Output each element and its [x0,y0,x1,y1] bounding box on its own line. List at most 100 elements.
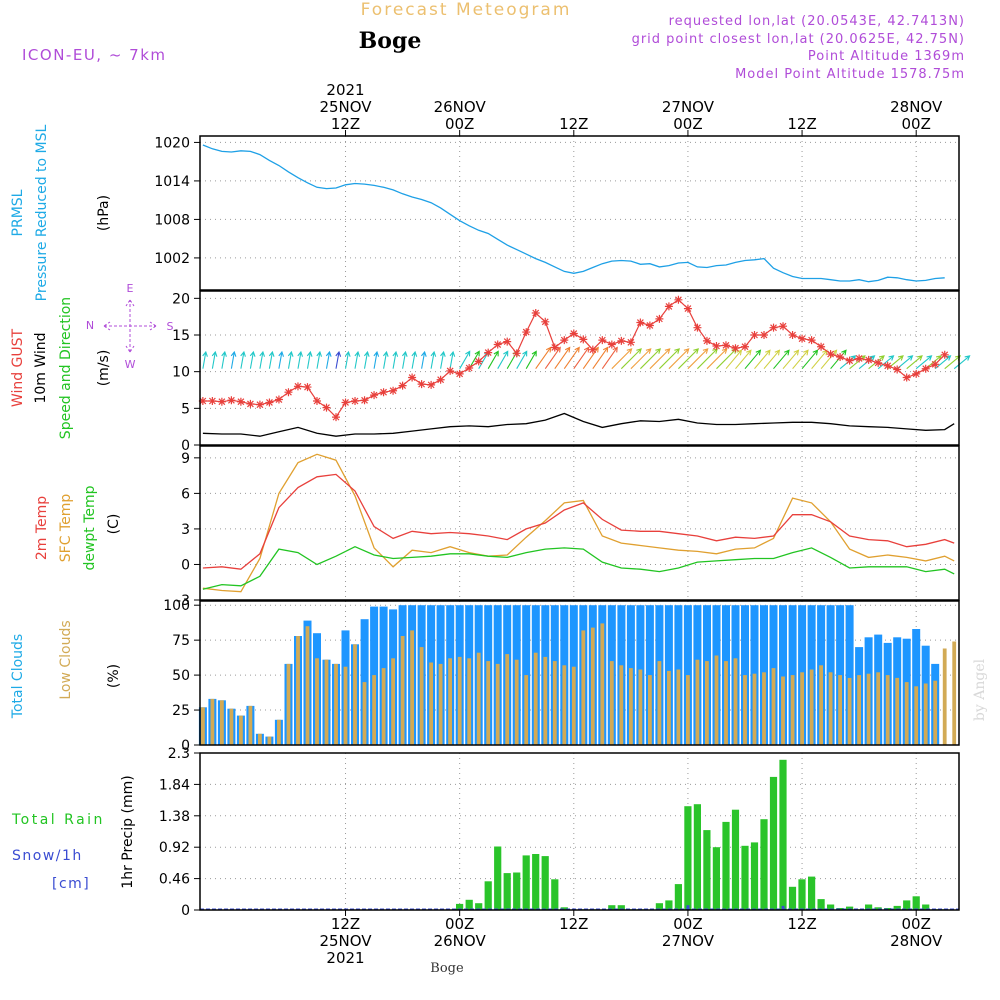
gust-marker [655,314,664,323]
gust-marker [817,342,826,351]
gust-marker [807,336,816,345]
clouds-unit: (%) [106,664,122,688]
gust-marker [607,340,616,349]
gust-marker [255,400,264,409]
rain-bar [503,873,511,910]
gust-marker [493,340,502,349]
low-cloud-bar [771,668,776,745]
wind-direction-arrow [792,349,809,370]
low-cloud-bar [505,654,510,745]
rain-label: Total Rain [11,812,105,828]
gust-marker [864,355,873,364]
bottom-time-label: 25NOV [319,932,372,950]
low-cloud-bar [667,670,671,745]
low-cloud-bar [648,675,652,745]
low-cloud-bar [933,680,938,745]
low-cloud-bar [514,659,519,745]
clouds-panel-labels: Total Clouds Low Clouds (%) [10,620,122,719]
low-cloud-bar [895,677,900,745]
grid-layer [200,136,959,910]
gust-marker [683,304,692,313]
wind-ytick-label: 20 [172,291,190,307]
wind-unit: (m/s) [96,350,112,387]
low-cloud-bar [876,672,881,745]
gust-marker [855,354,864,363]
rain-bar [817,899,825,910]
gust-marker [636,318,645,327]
gust-marker [274,395,283,404]
gust-marker [265,398,274,407]
low-cloud-bar [562,665,567,745]
gust-marker [322,403,331,412]
rain-bar [456,903,464,910]
wind-panel-labels: Wind GUST 10m Wind Speed and Direction (… [10,282,174,439]
gust-marker [788,331,797,339]
low-cloud-bar [733,658,738,745]
gust-marker [246,399,255,408]
total-cloud-bar [845,605,854,745]
low-cloud-bar [885,675,890,745]
wind-direction-arrow [316,350,323,369]
gust-marker [931,360,940,369]
wind-direction-arrow [592,346,609,370]
low-cloud-bar [590,627,595,745]
gust-marker [626,338,635,347]
gust-marker [484,348,493,357]
gust-marker [569,329,578,338]
low-cloud-bar [286,663,291,745]
wind-direction-arrow [420,350,427,369]
rain-bar [513,872,521,910]
top-time-label: 28NOV [890,98,943,116]
gust-marker [512,349,521,358]
low-cloud-bar [629,668,633,745]
footer-station: Boge [430,961,464,976]
wind-direction-arrow [401,350,408,369]
rain-bar [836,908,844,910]
low-cloud-bar [657,661,662,745]
bottom-time-label: 12Z [559,915,588,933]
low-cloud-bar [343,666,348,745]
clouds-ytick-label: 75 [172,633,190,649]
top-time-label: 2021 [326,81,364,99]
wind-direction-arrow [382,350,389,369]
compass-south: S [167,320,174,333]
gust-marker [208,397,217,405]
frame-layer [199,135,960,911]
low-cloud-bar [638,669,643,745]
precip-unit: 1hr Precip (mm) [120,775,136,888]
wind-direction-arrow [620,348,642,370]
gust-marker [845,356,854,365]
low-cloud-bar [524,675,529,745]
wind-direction-arrow [573,346,590,370]
rain-bar [617,905,625,910]
gust-marker [550,343,559,352]
rain-bar [808,876,816,910]
info-line-4: Model Point Altitude 1578.75m [735,67,965,82]
low-cloud-bar [838,675,842,745]
chart-title: Forecast Meteogram [361,0,572,20]
wind-direction-arrow [640,348,662,370]
low-cloud-bar [334,663,338,745]
pressure-label-2: Pressure Reduced to MSL [34,124,50,301]
rain-bar [532,854,540,910]
precip-ytick-label: 0 [181,903,190,919]
gust-marker [503,337,512,346]
bottom-time-label: 00Z [445,915,474,933]
rain-bar [684,806,692,910]
rain-bar [912,896,920,910]
top-time-label: 26NOV [434,98,487,116]
wind-direction-arrow [773,349,790,370]
gust-marker [588,345,597,354]
wind-ytick-label: 10 [172,365,190,381]
wind-direction-arrow [306,350,313,369]
gust-marker [360,396,369,405]
low-cloud-bar [819,665,823,745]
low-cloud-bar [790,675,795,745]
gust-marker [874,358,883,367]
low-cloud-bar [353,644,357,745]
rain-bar [827,904,835,910]
gust-marker [598,336,607,345]
compass-west: W [125,358,136,371]
rain-bar [522,855,530,910]
